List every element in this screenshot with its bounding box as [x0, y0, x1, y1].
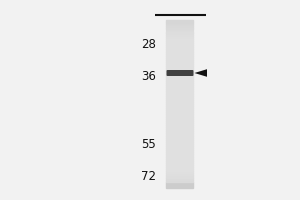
Bar: [167, 161, 194, 163]
Bar: [167, 165, 194, 167]
Bar: [167, 144, 194, 146]
Bar: [167, 129, 194, 131]
Bar: [167, 104, 194, 106]
Bar: [167, 58, 194, 60]
Bar: [167, 49, 194, 51]
Bar: [167, 75, 194, 77]
Bar: [167, 77, 194, 79]
Bar: [167, 138, 194, 140]
Bar: [167, 26, 194, 28]
Bar: [167, 112, 194, 114]
Bar: [167, 169, 194, 171]
Bar: [167, 22, 194, 24]
Bar: [167, 37, 194, 39]
Bar: [167, 33, 194, 35]
Bar: [167, 150, 194, 152]
Bar: [167, 87, 194, 89]
Bar: [167, 106, 194, 108]
Bar: [167, 66, 194, 68]
Bar: [167, 133, 194, 136]
Bar: [167, 163, 194, 165]
Bar: [167, 117, 194, 119]
Bar: [167, 127, 194, 129]
Bar: [167, 146, 194, 148]
Bar: [167, 125, 194, 127]
Bar: [167, 20, 194, 22]
Bar: [167, 186, 194, 188]
Bar: [167, 35, 194, 37]
Bar: [167, 110, 194, 112]
Bar: [167, 175, 194, 178]
Bar: [167, 64, 194, 66]
Bar: [167, 72, 194, 75]
Bar: [167, 156, 194, 159]
Bar: [167, 39, 194, 41]
Bar: [167, 173, 194, 175]
Bar: [167, 167, 194, 169]
Bar: [167, 180, 194, 182]
Bar: [167, 114, 194, 117]
Bar: [167, 182, 194, 184]
Text: 55: 55: [141, 138, 156, 150]
Bar: [167, 91, 194, 94]
Bar: [167, 51, 194, 54]
Bar: [167, 68, 194, 70]
Bar: [167, 159, 194, 161]
Bar: [167, 148, 194, 150]
Bar: [167, 62, 194, 64]
Bar: [167, 24, 194, 26]
Bar: [167, 98, 194, 100]
Bar: [167, 119, 194, 121]
Bar: [167, 89, 194, 91]
Polygon shape: [194, 69, 207, 77]
Bar: [167, 70, 194, 73]
Bar: [167, 102, 194, 104]
Bar: [167, 81, 194, 83]
Bar: [167, 43, 194, 45]
Text: 28: 28: [141, 38, 156, 51]
Bar: [167, 83, 194, 85]
Bar: [167, 142, 194, 144]
Bar: [167, 47, 194, 49]
Bar: [167, 60, 194, 62]
Bar: [167, 94, 194, 96]
Bar: [167, 108, 194, 110]
Bar: [167, 30, 194, 33]
Bar: [167, 184, 194, 186]
Bar: [167, 96, 194, 98]
Bar: [167, 154, 194, 156]
Bar: [167, 131, 194, 133]
Bar: [167, 41, 194, 43]
FancyBboxPatch shape: [167, 70, 194, 76]
Bar: [167, 178, 194, 180]
Bar: [167, 79, 194, 81]
Bar: [167, 28, 194, 30]
Bar: [167, 56, 194, 58]
Bar: [167, 136, 194, 138]
Text: 36: 36: [141, 71, 156, 84]
Bar: [167, 85, 194, 87]
Bar: [167, 121, 194, 123]
Bar: [167, 152, 194, 154]
Bar: [167, 123, 194, 125]
Bar: [167, 100, 194, 102]
Bar: [167, 45, 194, 47]
Bar: [167, 54, 194, 56]
Text: 72: 72: [141, 170, 156, 182]
Bar: [167, 140, 194, 142]
Bar: [167, 171, 194, 173]
